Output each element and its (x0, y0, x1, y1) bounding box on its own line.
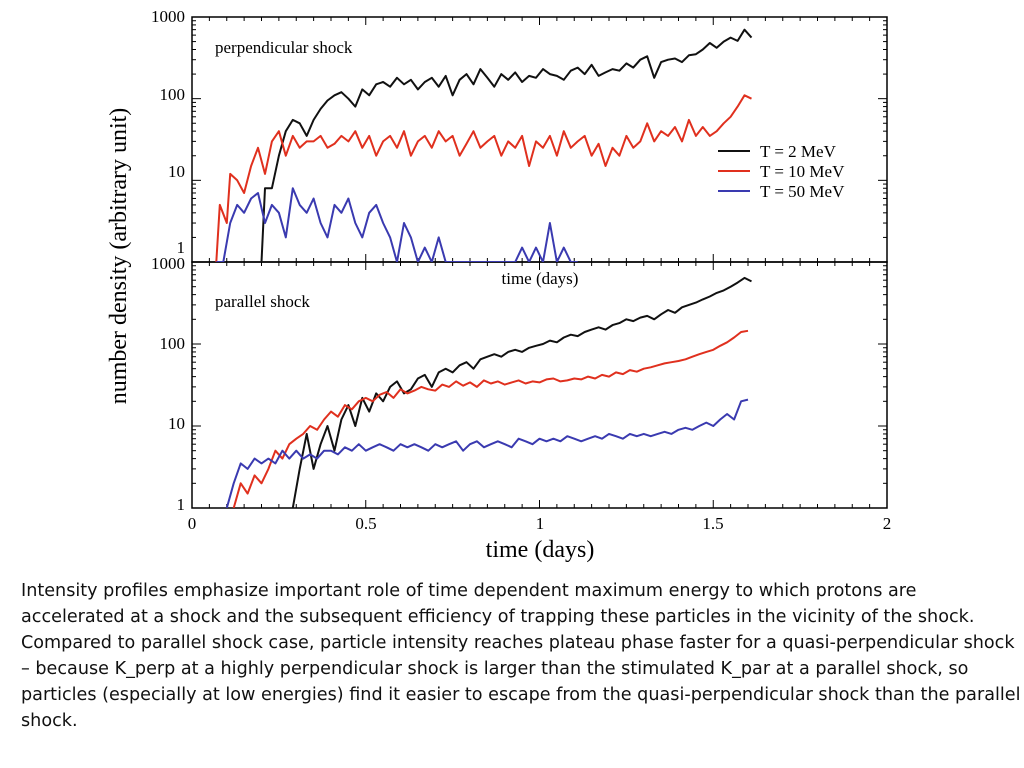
top-ytick-10: 10 (168, 162, 185, 181)
xtick-1.5: 1.5 (702, 514, 723, 533)
bottom-ytick-100: 100 (160, 334, 186, 353)
top-inner-xlabel: time (days) (502, 269, 579, 288)
perpendicular-series-10mev-line (215, 94, 752, 262)
bottom-ytick-1000: 1000 (151, 254, 185, 273)
axis-ticks (191, 17, 888, 509)
xtick-2: 2 (883, 514, 892, 533)
perpendicular-series-50mev-line (216, 187, 578, 262)
top-ytick-1: 1 (177, 238, 186, 257)
top-panel-title: perpendicular shock (215, 38, 353, 57)
x-axis-title: time (days) (486, 537, 595, 563)
bottom-ytick-1: 1 (177, 495, 186, 514)
parallel-series-2mev-line (291, 276, 752, 508)
y-axis-title: number density (arbitrary unit) (106, 108, 132, 405)
bottom-ytick-10: 10 (168, 414, 185, 433)
legend-label-10mev: T = 10 MeV (760, 162, 845, 181)
bottom-panel-title: parallel shock (215, 292, 310, 311)
xtick-0: 0 (188, 514, 197, 533)
series-layer (215, 28, 753, 508)
shock-intensity-figure: 1000 100 10 1 1000 100 10 1 0 0.5 1 1.5 … (106, 7, 892, 563)
perpendicular-series-2mev-line (260, 28, 753, 262)
legend-label-2mev: T = 2 MeV (760, 142, 837, 161)
parallel-series-50mev-line (225, 398, 749, 508)
legend: T = 2 MeV T = 10 MeV T = 50 MeV (718, 142, 845, 201)
figure-caption: Intensity profiles emphasize important r… (21, 581, 1021, 731)
top-ytick-100: 100 (160, 85, 186, 104)
xtick-0.5: 0.5 (355, 514, 376, 533)
legend-label-50mev: T = 50 MeV (760, 182, 845, 201)
top-ytick-1000: 1000 (151, 7, 185, 26)
xtick-1: 1 (536, 514, 545, 533)
parallel-series-10mev-line (232, 329, 749, 508)
